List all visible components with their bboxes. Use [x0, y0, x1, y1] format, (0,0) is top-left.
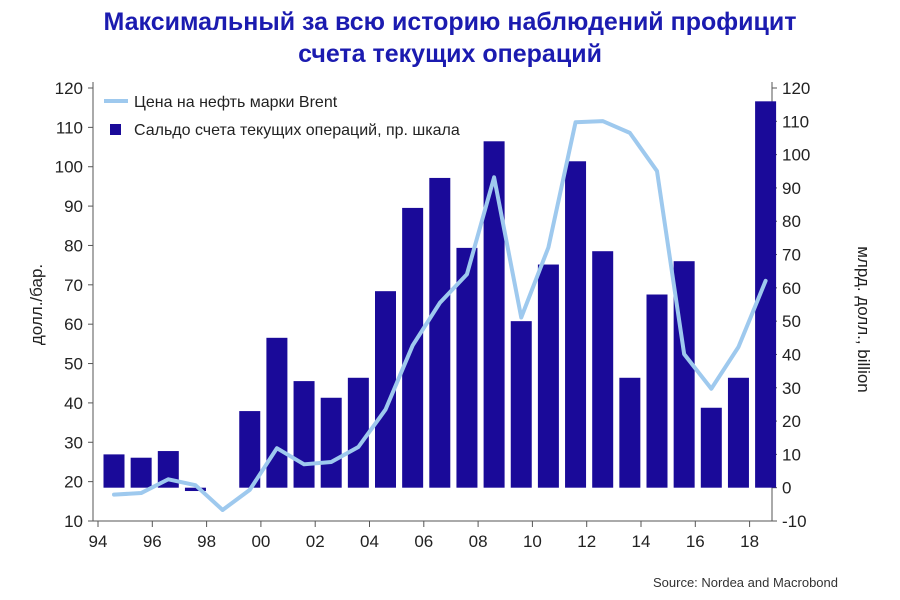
bar: [483, 141, 505, 488]
x-tick-label: 08: [469, 532, 488, 551]
y-tick-right-label: 110: [782, 112, 809, 131]
y-tick-right-label: 10: [782, 445, 801, 464]
source-note: Source: Nordea and Macrobond: [652, 575, 838, 590]
x-tick-label: 10: [523, 532, 542, 551]
bar: [565, 161, 587, 488]
y-axis-left-title: долл./бар.: [27, 264, 46, 345]
bar-series: [103, 101, 777, 492]
bar: [103, 454, 125, 488]
y-tick-left-label: 100: [55, 158, 83, 177]
y-tick-right-label: 100: [782, 146, 810, 165]
bar: [347, 377, 369, 488]
legend-label-line: Цена на нефть марки Brent: [134, 94, 338, 111]
y-axis-right-title: млрд. долл., billion: [854, 246, 873, 393]
y-tick-right-label: 40: [782, 345, 801, 364]
bar: [375, 291, 396, 488]
x-tick-label: 06: [414, 532, 433, 551]
y-tick-left-label: 30: [64, 433, 83, 452]
bar: [727, 377, 749, 488]
bar: [184, 487, 206, 492]
x-tick-label: 12: [577, 532, 596, 551]
bar: [293, 381, 315, 488]
x-tick-label: 16: [686, 532, 705, 551]
bar: [429, 177, 451, 488]
y-tick-left-label: 10: [64, 512, 83, 531]
y-tick-right-label: 20: [782, 412, 801, 431]
y-tick-right-label: 0: [782, 479, 791, 498]
y-tick-right-label: 120: [782, 79, 810, 98]
bar: [592, 251, 614, 488]
y-tick-right-label: 70: [782, 246, 801, 265]
x-tick-label: 96: [143, 532, 162, 551]
y-tick-left-label: 90: [64, 197, 83, 216]
bar: [266, 337, 288, 488]
bar: [239, 411, 261, 488]
y-tick-left-label: 50: [64, 355, 83, 374]
y-tick-right-label: 50: [782, 312, 801, 331]
x-tick-label: 18: [740, 532, 759, 551]
y-tick-left-label: 70: [64, 276, 83, 295]
bar: [537, 264, 559, 488]
x-tick-label: 00: [251, 532, 270, 551]
line-series: [112, 119, 768, 512]
bar: [456, 247, 478, 488]
bar: [619, 377, 641, 488]
legend-label-bar: Сальдо счета текущих операций, пр. шкала: [134, 122, 460, 139]
y-tick-left-label: 110: [56, 118, 83, 137]
chart-title-line1: Максимальный за всю историю наблюдений п…: [103, 8, 797, 36]
chart-title-line2: счета текущих операций: [298, 40, 602, 68]
y-tick-right-label: -10: [782, 512, 807, 531]
bar: [510, 321, 532, 488]
axes: 10 20 30 40 50 60 70 80 90 100 110 120 -10 0 10 20 30 40 5…: [27, 79, 873, 551]
y-tick-left-label: 20: [64, 473, 83, 492]
x-tick-label: 98: [197, 532, 216, 551]
x-tick-label: 02: [306, 532, 325, 551]
y-tick-right-label: 60: [782, 279, 801, 298]
bar: [755, 101, 777, 488]
x-tick-label: 94: [89, 532, 108, 551]
y-tick-left-label: 40: [64, 394, 83, 413]
y-tick-left-label: 80: [64, 236, 83, 255]
y-tick-left-label: 60: [64, 315, 83, 334]
bar: [320, 397, 342, 488]
legend-swatch-bar: [110, 124, 121, 135]
x-tick-label: 14: [632, 532, 651, 551]
legend: Цена на нефть марки Brent Сальдо счета те…: [104, 94, 460, 139]
bar: [646, 294, 668, 488]
bar: [130, 457, 152, 488]
x-tick-label: 04: [360, 532, 379, 551]
y-tick-right-label: 80: [782, 212, 801, 231]
bar: [700, 407, 722, 488]
y-tick-right-label: 90: [782, 179, 801, 198]
y-tick-right-label: 30: [782, 379, 801, 398]
y-tick-left-label: 120: [55, 79, 83, 98]
